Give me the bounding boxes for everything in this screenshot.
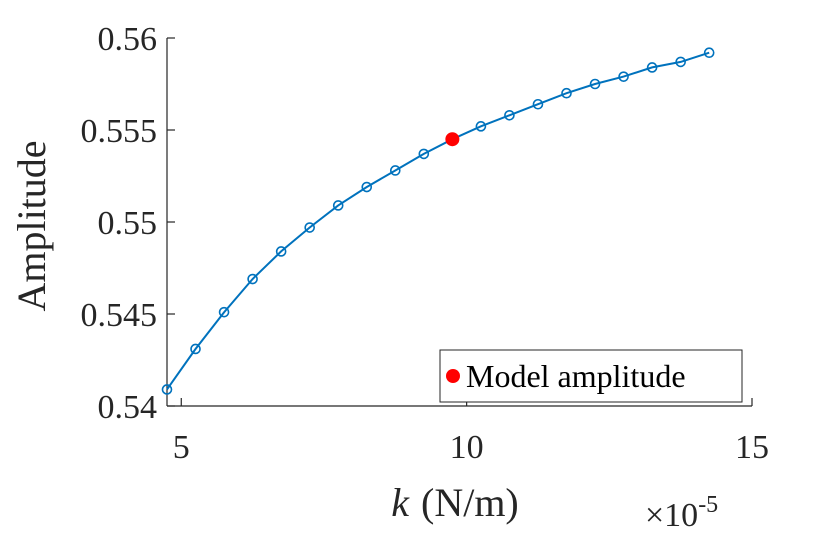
data-point [532,98,544,110]
data-point [161,384,173,395]
legend: Model amplitude [439,349,743,403]
x-axis-power: -5 [698,492,718,518]
y-axis-label: Amplitude [9,140,54,311]
series-line [166,51,710,390]
model-amplitude-point [445,132,460,147]
data-point [218,306,230,318]
x-tick-label: 5 [173,429,190,466]
data-point [589,78,601,90]
data-point [247,273,258,285]
x-axis-label: k (N/m) [391,480,519,525]
y-tick-label: 0.555 [81,113,158,150]
data-point [389,165,401,176]
data-point [703,47,715,59]
x-axis-multiplier: ×10 [645,497,698,534]
data-point [275,246,287,257]
x-axis-exponent: ×10-5 [645,492,718,534]
y-ticks: 0.54 0.545 0.55 0.555 0.56 [81,21,175,426]
legend-label: Model amplitude [466,358,686,394]
data-point [504,109,515,121]
x-tick-label: 15 [735,429,769,466]
data-point [675,56,686,68]
data-point [304,222,315,233]
y-tick-label: 0.55 [98,205,158,242]
data-point [618,71,629,82]
data-point [418,148,430,160]
y-tick-label: 0.56 [98,21,158,58]
data-point [561,87,572,99]
y-tick-label: 0.54 [98,389,158,426]
x-axis-unit: (N/m) [421,480,519,525]
data-point [475,121,487,132]
legend-marker [446,369,460,383]
legend-box [439,349,743,403]
data-point [361,181,373,193]
x-ticks: 5 10 15 [173,398,769,466]
y-tick-label: 0.545 [81,297,158,334]
data-point [646,62,658,73]
x-tick-label: 10 [450,429,484,466]
data-point [332,200,344,211]
x-axis-variable: k [391,480,410,525]
series-markers [161,47,715,395]
data-point [190,343,201,355]
